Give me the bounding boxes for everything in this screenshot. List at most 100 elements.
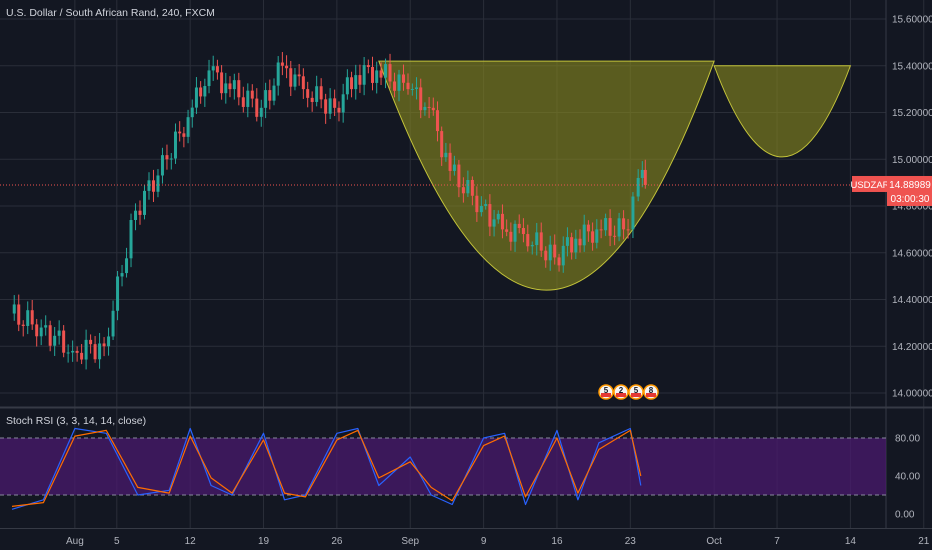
candle-body [199,87,203,97]
event-badge-count: 5 [634,386,639,395]
price-tick-label: 15.00000 [892,155,932,166]
time-tick-label: 16 [551,536,563,547]
candle-body [156,175,160,192]
candle-body [319,86,323,100]
candle-body [147,180,151,191]
candle-body [241,97,245,107]
price-tick-label: 14.60000 [892,248,932,259]
candle-body [259,107,263,117]
candle-body [526,234,530,247]
candle-body [448,152,452,171]
candle-body [379,70,383,78]
candle-body [129,219,133,259]
candle-body [488,204,492,227]
candle-body [517,223,521,229]
time-tick-label: 23 [625,536,637,547]
candle-body [622,218,626,230]
candle-body [608,218,612,236]
event-badge[interactable]: 2 [613,384,629,400]
symbol-tag-bg [852,175,888,192]
candle-body [548,244,552,261]
event-badge[interactable]: 8 [643,384,659,400]
candle-body [427,106,431,108]
price-tick-label: 15.40000 [892,61,932,72]
rsi-line-k [11,427,642,510]
rsi-tick-label: 80.00 [895,434,920,445]
candle-body [406,82,410,90]
flag-icon [631,393,641,397]
candle-body [93,344,97,360]
candle-body [194,87,198,108]
candle-body [255,98,259,117]
event-badge[interactable]: 5 [628,384,644,400]
candle-body [220,72,224,94]
candle-body [44,325,48,328]
candle-body [80,352,84,360]
candle-body [591,231,595,243]
candle-body [350,77,354,90]
candle-body [328,98,332,114]
candle-body [89,339,93,345]
candle-body [479,206,483,213]
candle-body [613,235,617,237]
candle-body [264,90,268,108]
candle-body [280,62,284,66]
candle-body [116,276,120,311]
candle-body [626,229,630,231]
price-tick-label: 14.20000 [892,342,932,353]
event-badge[interactable]: 5 [598,384,614,400]
time-tick-label: 14 [845,536,857,547]
candle-body [62,330,66,353]
candle-body [315,86,319,102]
time-tick-label: 5 [114,536,120,547]
candle-body [397,74,401,91]
candle-body [26,310,30,326]
time-tick-label: 12 [185,536,197,547]
event-badges[interactable]: 5 2 5 8 [598,384,659,400]
candle-body [570,237,574,253]
time-tick-label: Aug [66,536,84,547]
candle-body [102,343,106,347]
candle-body [595,229,599,243]
candle-body [301,76,305,90]
candle-body [470,179,474,196]
candle-body [57,330,61,336]
candle-body [384,64,388,78]
flag-icon [646,393,656,397]
candle-body [182,133,186,137]
price-tick-label: 14.80000 [892,202,932,213]
candle-body [539,232,543,251]
rsi-line-d [11,429,642,507]
candle-body [71,350,75,353]
candle-body [310,97,314,102]
candle-body [599,229,603,231]
candle-body [268,90,272,101]
flag-icon [601,393,611,397]
candle-body [358,75,362,85]
time-tick-label: 26 [331,536,343,547]
candle-body [285,65,289,69]
candle-body [276,62,280,86]
candle-body [521,228,525,235]
candle-body [535,232,539,246]
candle-body [337,107,341,113]
rsi-tick-label: 40.00 [895,472,920,483]
candle-body [617,218,621,237]
candle-body [496,213,500,220]
time-tick-label: Oct [706,536,722,547]
candle-body [66,352,70,354]
candle-body [457,164,461,188]
candle-body [578,238,582,246]
candle-body [415,87,419,89]
candle-body [207,70,211,87]
candle-body [186,117,190,137]
pattern-handle [713,65,852,158]
candle-body [492,219,496,227]
candle-body [98,343,102,360]
price-tag-countdown: 03:00:30 [891,194,930,205]
rsi-title: Stoch RSI (3, 3, 14, 14, close) [6,415,146,427]
candle-body [643,169,647,185]
candle-body [375,70,379,83]
